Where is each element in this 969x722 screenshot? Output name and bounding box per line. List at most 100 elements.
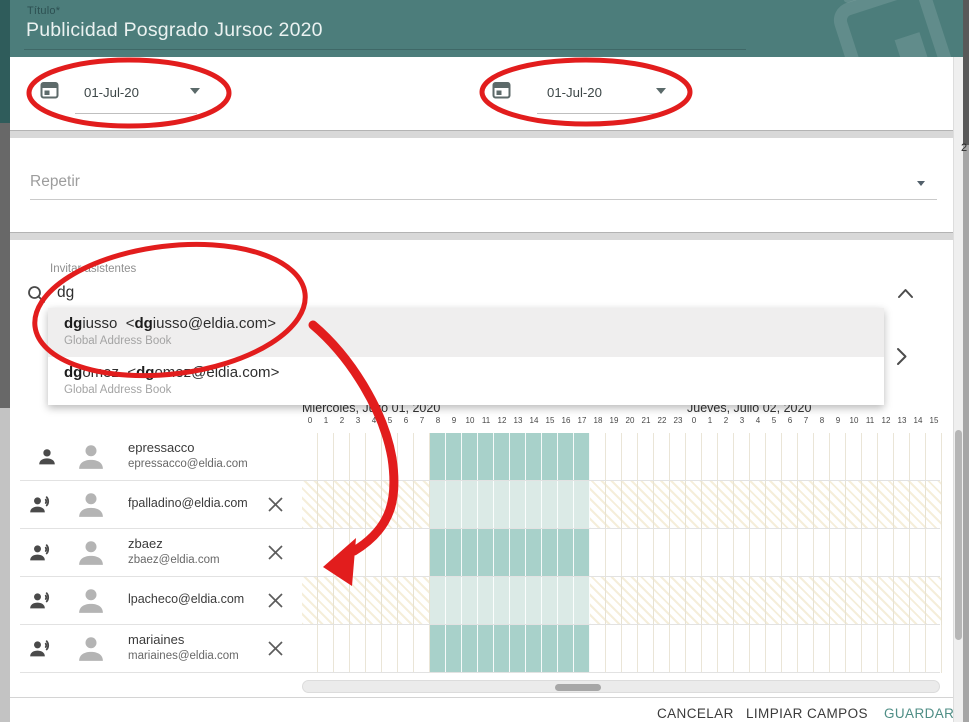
hour-tick-label: 8 — [819, 416, 825, 425]
chevron-up-icon[interactable] — [897, 287, 914, 299]
attendee-row: epressacco epressacco@eldia.com — [10, 433, 302, 481]
hour-tick-label: 11 — [481, 416, 491, 425]
hour-tick-label: 4 — [371, 416, 377, 425]
hour-tick-label: 21 — [641, 416, 651, 425]
person-sound-icon — [28, 494, 58, 516]
availability-row — [302, 625, 942, 673]
hour-tick-label: 10 — [849, 416, 859, 425]
dialog-vertical-scrollbar[interactable] — [953, 57, 963, 722]
hour-tick-label: 8 — [435, 416, 441, 425]
suggestion-name-email: dgiusso <dgiusso@eldia.com> — [64, 315, 277, 332]
remove-attendee-button[interactable] — [266, 639, 285, 658]
hour-tick-label: 7 — [803, 416, 809, 425]
start-date-underline — [75, 113, 197, 114]
search-icon — [28, 286, 45, 303]
suggestion-source: Global Address Book — [64, 335, 172, 347]
avatar-icon — [76, 538, 106, 568]
avatar-icon — [76, 586, 106, 616]
chevron-right-icon[interactable] — [895, 347, 908, 366]
row-separator — [20, 528, 940, 529]
attendee-email: mariaines@eldia.com — [128, 650, 239, 662]
suggestion-item[interactable]: dgomez <dgomez@eldia.com> Global Address … — [48, 357, 884, 405]
row-separator — [20, 576, 940, 577]
end-date-value: 01-Jul-20 — [547, 85, 602, 100]
hour-tick-label: 15 — [929, 416, 939, 425]
repeat-select[interactable]: Repetir — [30, 173, 80, 190]
autocomplete-dropdown: dgiusso <dgiusso@eldia.com> Global Addres… — [48, 308, 884, 405]
hour-tick-label: 18 — [593, 416, 603, 425]
hour-tick-label: 6 — [403, 416, 409, 425]
hour-ruler-day-2: 0 1 2 3 4 5 6 7 8 9 10 11 12 13 14 15 — [686, 416, 942, 428]
attendee-row: zbaez zbaez@eldia.com — [10, 529, 302, 577]
availability-row — [302, 529, 942, 577]
attendee-email: lpacheco@eldia.com — [128, 592, 245, 606]
hour-tick-label: 4 — [755, 416, 761, 425]
dialog-header: Título* Publicidad Posgrado Jursoc 2020 — [10, 0, 963, 57]
hour-tick-label: 7 — [419, 416, 425, 425]
hour-tick-label: 16 — [561, 416, 571, 425]
hour-tick-label: 13 — [897, 416, 907, 425]
person-sound-icon — [28, 638, 58, 660]
row-separator — [20, 672, 940, 673]
left-edge-strip — [0, 0, 10, 722]
calendar-icon — [492, 82, 511, 99]
hour-tick-label: 19 — [609, 416, 619, 425]
remove-attendee-button[interactable] — [266, 543, 285, 562]
row-separator — [20, 480, 940, 481]
hour-tick-label: 20 — [625, 416, 635, 425]
title-input-underline — [24, 49, 746, 50]
end-date-picker[interactable]: 01-Jul-20 — [492, 79, 672, 119]
right-edge-strip — [963, 0, 969, 722]
title-input[interactable]: Publicidad Posgrado Jursoc 2020 — [26, 19, 323, 41]
start-date-picker[interactable]: 01-Jul-20 — [40, 79, 220, 119]
hour-tick-label: 6 — [787, 416, 793, 425]
attendee-row: fpalladino@eldia.com — [10, 481, 302, 529]
hour-tick-label: 9 — [451, 416, 457, 425]
hour-tick-label: 14 — [529, 416, 539, 425]
vertical-scrollbar-thumb[interactable] — [955, 430, 962, 640]
remove-attendee-button[interactable] — [266, 495, 285, 514]
hour-tick-label: 3 — [355, 416, 361, 425]
repeat-underline — [30, 199, 937, 200]
repeat-caret-icon[interactable] — [917, 181, 925, 186]
avatar-icon — [76, 634, 106, 664]
hour-tick-label: 5 — [387, 416, 393, 425]
start-date-value: 01-Jul-20 — [84, 85, 139, 100]
cancel-button[interactable]: CANCELAR — [657, 706, 734, 721]
busy-block — [430, 577, 590, 625]
busy-block — [430, 529, 590, 577]
suggestion-item[interactable]: dgiusso <dgiusso@eldia.com> Global Addres… — [48, 308, 884, 357]
save-button[interactable]: GUARDAR — [884, 706, 955, 721]
hour-tick-label: 2 — [723, 416, 729, 425]
hour-tick-label: 23 — [673, 416, 683, 425]
busy-block — [430, 433, 590, 481]
suggestion-source: Global Address Book — [64, 384, 172, 396]
background-text-fragment: 2 — [961, 142, 968, 154]
clear-fields-button[interactable]: LIMPIAR CAMPOS — [746, 706, 868, 721]
title-field-label: Título* — [27, 5, 61, 17]
avatar-icon — [76, 490, 106, 520]
hour-tick-label: 2 — [339, 416, 345, 425]
remove-attendee-button[interactable] — [266, 591, 285, 610]
busy-block — [430, 625, 590, 673]
attendee-name: epressacco — [128, 440, 195, 455]
start-date-caret-icon — [190, 88, 200, 94]
horizontal-scrollbar-thumb[interactable] — [555, 684, 601, 691]
hour-tick-label: 0 — [691, 416, 697, 425]
row-separator — [20, 624, 940, 625]
invite-search-input[interactable]: dg — [57, 284, 75, 301]
hour-tick-label: 11 — [865, 416, 875, 425]
hour-tick-label: 0 — [307, 416, 313, 425]
person-icon — [36, 446, 58, 468]
hour-tick-label: 15 — [545, 416, 555, 425]
attendee-name: zbaez — [128, 536, 163, 551]
hour-tick-label: 1 — [707, 416, 713, 425]
hour-tick-label: 14 — [913, 416, 923, 425]
hour-tick-label: 22 — [657, 416, 667, 425]
scheduler-horizontal-scrollbar[interactable] — [302, 680, 940, 693]
hour-tick-label: 1 — [323, 416, 329, 425]
attendee-email: zbaez@eldia.com — [128, 554, 220, 566]
hour-tick-label: 10 — [465, 416, 475, 425]
person-sound-icon — [28, 590, 58, 612]
